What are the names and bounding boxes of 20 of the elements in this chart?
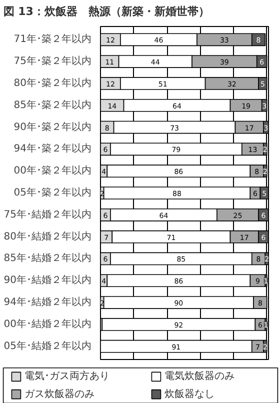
y-tick-label: 71年･築２年以内 xyxy=(14,33,92,46)
y-tick-label: 75年･築２年以内 xyxy=(14,55,92,68)
y-tick-label: 00年･築２年以内 xyxy=(14,164,92,177)
y-tick-label: 05年･築２年以内 xyxy=(14,186,92,198)
y-tick-label: 90年･結婚２年以内 xyxy=(4,274,92,286)
y-tick-label: 75年･結婚２年以内 xyxy=(4,208,92,220)
legend-label: ガス炊飯器のみ xyxy=(24,388,95,400)
y-tick-label: 80年･結婚２年以内 xyxy=(4,230,92,242)
y-tick-label: 94年･築２年以内 xyxy=(14,142,92,155)
y-tick-label: 94年･結婚２年以内 xyxy=(4,296,92,308)
y-tick-label: 90年･築２年以内 xyxy=(14,120,92,133)
legend-label: 電気･ガス両方あり xyxy=(24,370,110,382)
y-tick-label: 00年･結婚２年以内 xyxy=(4,318,92,330)
y-tick-label: 85年･結婚２年以内 xyxy=(4,252,92,264)
y-tick-label: 80年･築２年以内 xyxy=(14,76,92,89)
y-tick-label: 85年･築２年以内 xyxy=(14,98,92,111)
y-tick-label: 05年･結婚２年以内 xyxy=(4,340,92,352)
legend-label: 炊飯器なし xyxy=(164,388,215,400)
chart-title: 図 13：炊飯器 熱源（新築・新婚世帯） xyxy=(3,5,210,18)
legend-label: 電気炊飯器のみ xyxy=(164,370,235,382)
